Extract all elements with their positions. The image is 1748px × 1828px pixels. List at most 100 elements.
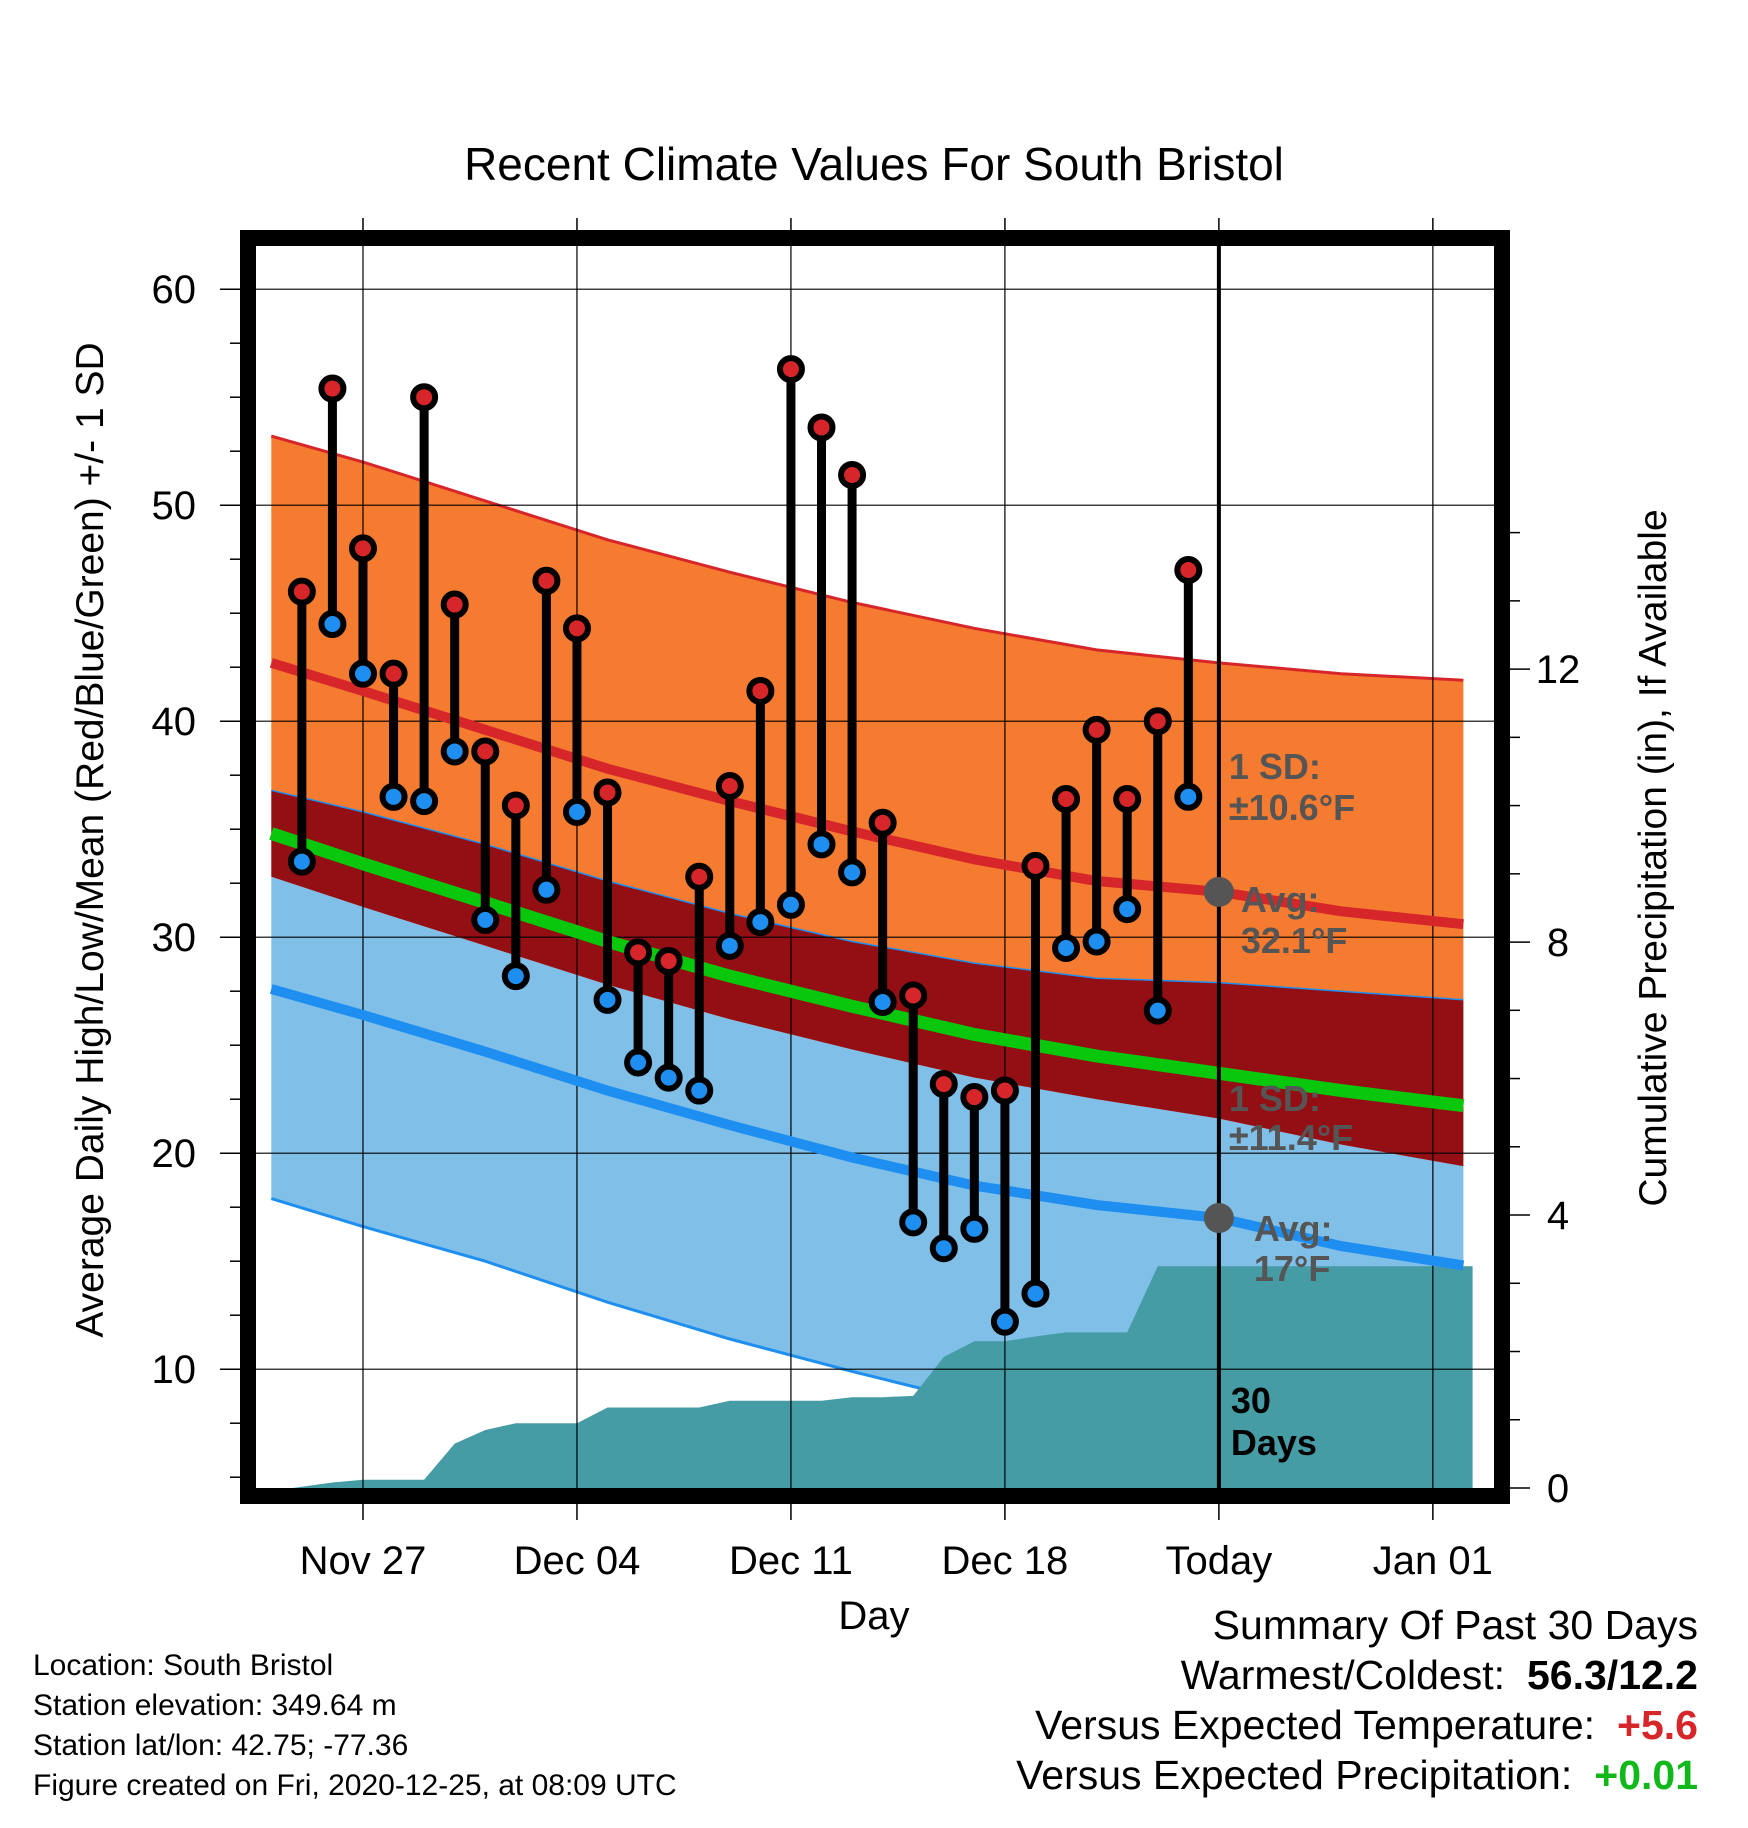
low-temp-point [654,1063,683,1092]
high-temp-point [776,355,805,384]
plot-area [256,246,1494,1488]
low-avg-today-marker [1203,1203,1234,1233]
plot-frame [240,230,1510,1504]
low-temp-point [838,858,867,887]
high-temp-point [440,590,469,619]
low-temp-point [1021,1279,1050,1308]
days-annotation-line1: 30 [1231,1380,1271,1421]
low-avg-line [269,984,1465,1271]
high-temp-point [532,566,561,595]
high-temp-point [685,862,714,891]
mean-avg-line [269,827,1465,1113]
summary-panel: Summary Of Past 30 Days Warmest/Coldest:… [1016,1600,1698,1800]
low-temp-point [899,1208,928,1237]
low-temp-point [562,797,591,826]
y-tick-label: 60 [152,268,197,312]
high-temp-point [1082,715,1111,744]
x-tick-label: Dec 11 [729,1539,853,1583]
station-info: Location: South Bristol Station elevatio… [33,1646,677,1806]
high-temp-point [654,946,683,975]
high-temp-point [562,614,591,643]
high-temp-point [501,791,530,820]
low-temp-point [624,1048,653,1077]
precip-label: Versus Expected Precipitation: [1016,1752,1573,1798]
high-avg-annotation-line1: Avg: [1241,879,1320,920]
x-axis-label: Day [838,1594,909,1638]
y2-axis-label: Cumulative Precipitation (in), If Availa… [1632,509,1675,1206]
y-tick-label: 10 [152,1348,197,1392]
created-text: Figure created on Fri, 2020-12-25, at 08… [33,1769,677,1802]
high-temp-point [287,577,316,606]
low-sd-annotation-line1: 1 SD: [1229,1078,1321,1119]
high-temp-point [807,413,836,442]
y-tick-label: 20 [152,1132,197,1176]
clipped-plot [256,246,1494,1488]
high-temp-point [1021,851,1050,880]
high-temp-point [379,659,408,688]
low-temp-point [776,890,805,919]
high-temp-point [868,808,897,837]
high-temp-point [1143,707,1172,736]
y-tick-label: 50 [152,484,197,528]
high-temp-point [929,1070,958,1099]
daily-range-bars [287,355,1203,1336]
low-temp-point [685,1076,714,1105]
temp-value: +5.6 [1617,1702,1698,1748]
chart-text: Recent Climate Values For South Bristol … [69,138,1675,1638]
low-temp-point [593,985,622,1014]
high-avg-annotation-line2: 32.1°F [1241,920,1347,961]
y2-tick-label: 8 [1547,921,1569,965]
x-tick-label: Today [1166,1539,1273,1583]
latlon-text: Station lat/lon: 42.75; -77.36 [33,1729,409,1762]
high-temp-point [990,1076,1019,1105]
axes: 10 20 30 40 50 60 0 4 8 12 Nov 27 Dec 04 Dec 11 Dec 1… [152,218,1580,1583]
low-temp-point [715,931,744,960]
plot-border [240,230,1510,1504]
high-lower-edge [271,789,1464,1001]
precip-value: +0.01 [1594,1752,1698,1798]
low-temp-point [440,737,469,766]
low-temp-point [746,908,775,937]
warm-cold-value: 56.3/12.2 [1527,1652,1698,1698]
low-temp-point [501,962,530,991]
high-temp-point [960,1083,989,1112]
high-temp-point [410,383,439,412]
high-temp-point [593,778,622,807]
low-temp-point [532,875,561,904]
x-tick-label: Dec 04 [514,1539,641,1583]
low-temp-point [1082,927,1111,956]
temp-label: Versus Expected Temperature: [1035,1702,1596,1748]
y-axis-label: Average Daily High/Low/Mean (Red/Blue/Gr… [69,342,112,1337]
high-temp-point [1174,556,1203,584]
low-temp-point [1113,895,1142,924]
chart-title: Recent Climate Values For South Bristol [464,138,1284,190]
low-temp-point [1143,996,1172,1025]
precip-area [292,1266,1473,1488]
high-sd-band [271,436,1464,1000]
low-temp-point [868,988,897,1016]
high-temp-point [318,374,347,403]
high-sd-annotation-line2: ±10.6°F [1229,787,1355,828]
location-text: Location: South Bristol [33,1649,334,1682]
low-temp-point [287,847,316,876]
low-temp-point [990,1307,1019,1336]
high-temp-point [348,534,377,563]
high-temp-point [899,981,928,1010]
high-sd-annotation-line1: 1 SD: [1229,746,1321,787]
low-sd-annotation-line2: ±11.4°F [1229,1117,1353,1158]
low-temp-point [318,610,347,638]
low-avg-annotation-line1: Avg: [1254,1208,1333,1249]
low-temp-point [807,830,836,859]
days-annotation-line2: Days [1231,1422,1317,1463]
y2-tick-label: 4 [1547,1194,1569,1238]
low-temp-point [348,659,377,688]
x-tick-label: Jan 01 [1373,1539,1493,1583]
high-temp-point [1052,784,1081,813]
low-temp-point [471,905,500,934]
y2-tick-label: 0 [1547,1467,1569,1511]
high-temp-point [715,772,744,800]
elevation-text: Station elevation: 349.64 m [33,1689,397,1722]
y-tick-label: 30 [152,916,197,960]
summary-precip: Versus Expected Precipitation: +0.01 [1016,1750,1698,1800]
